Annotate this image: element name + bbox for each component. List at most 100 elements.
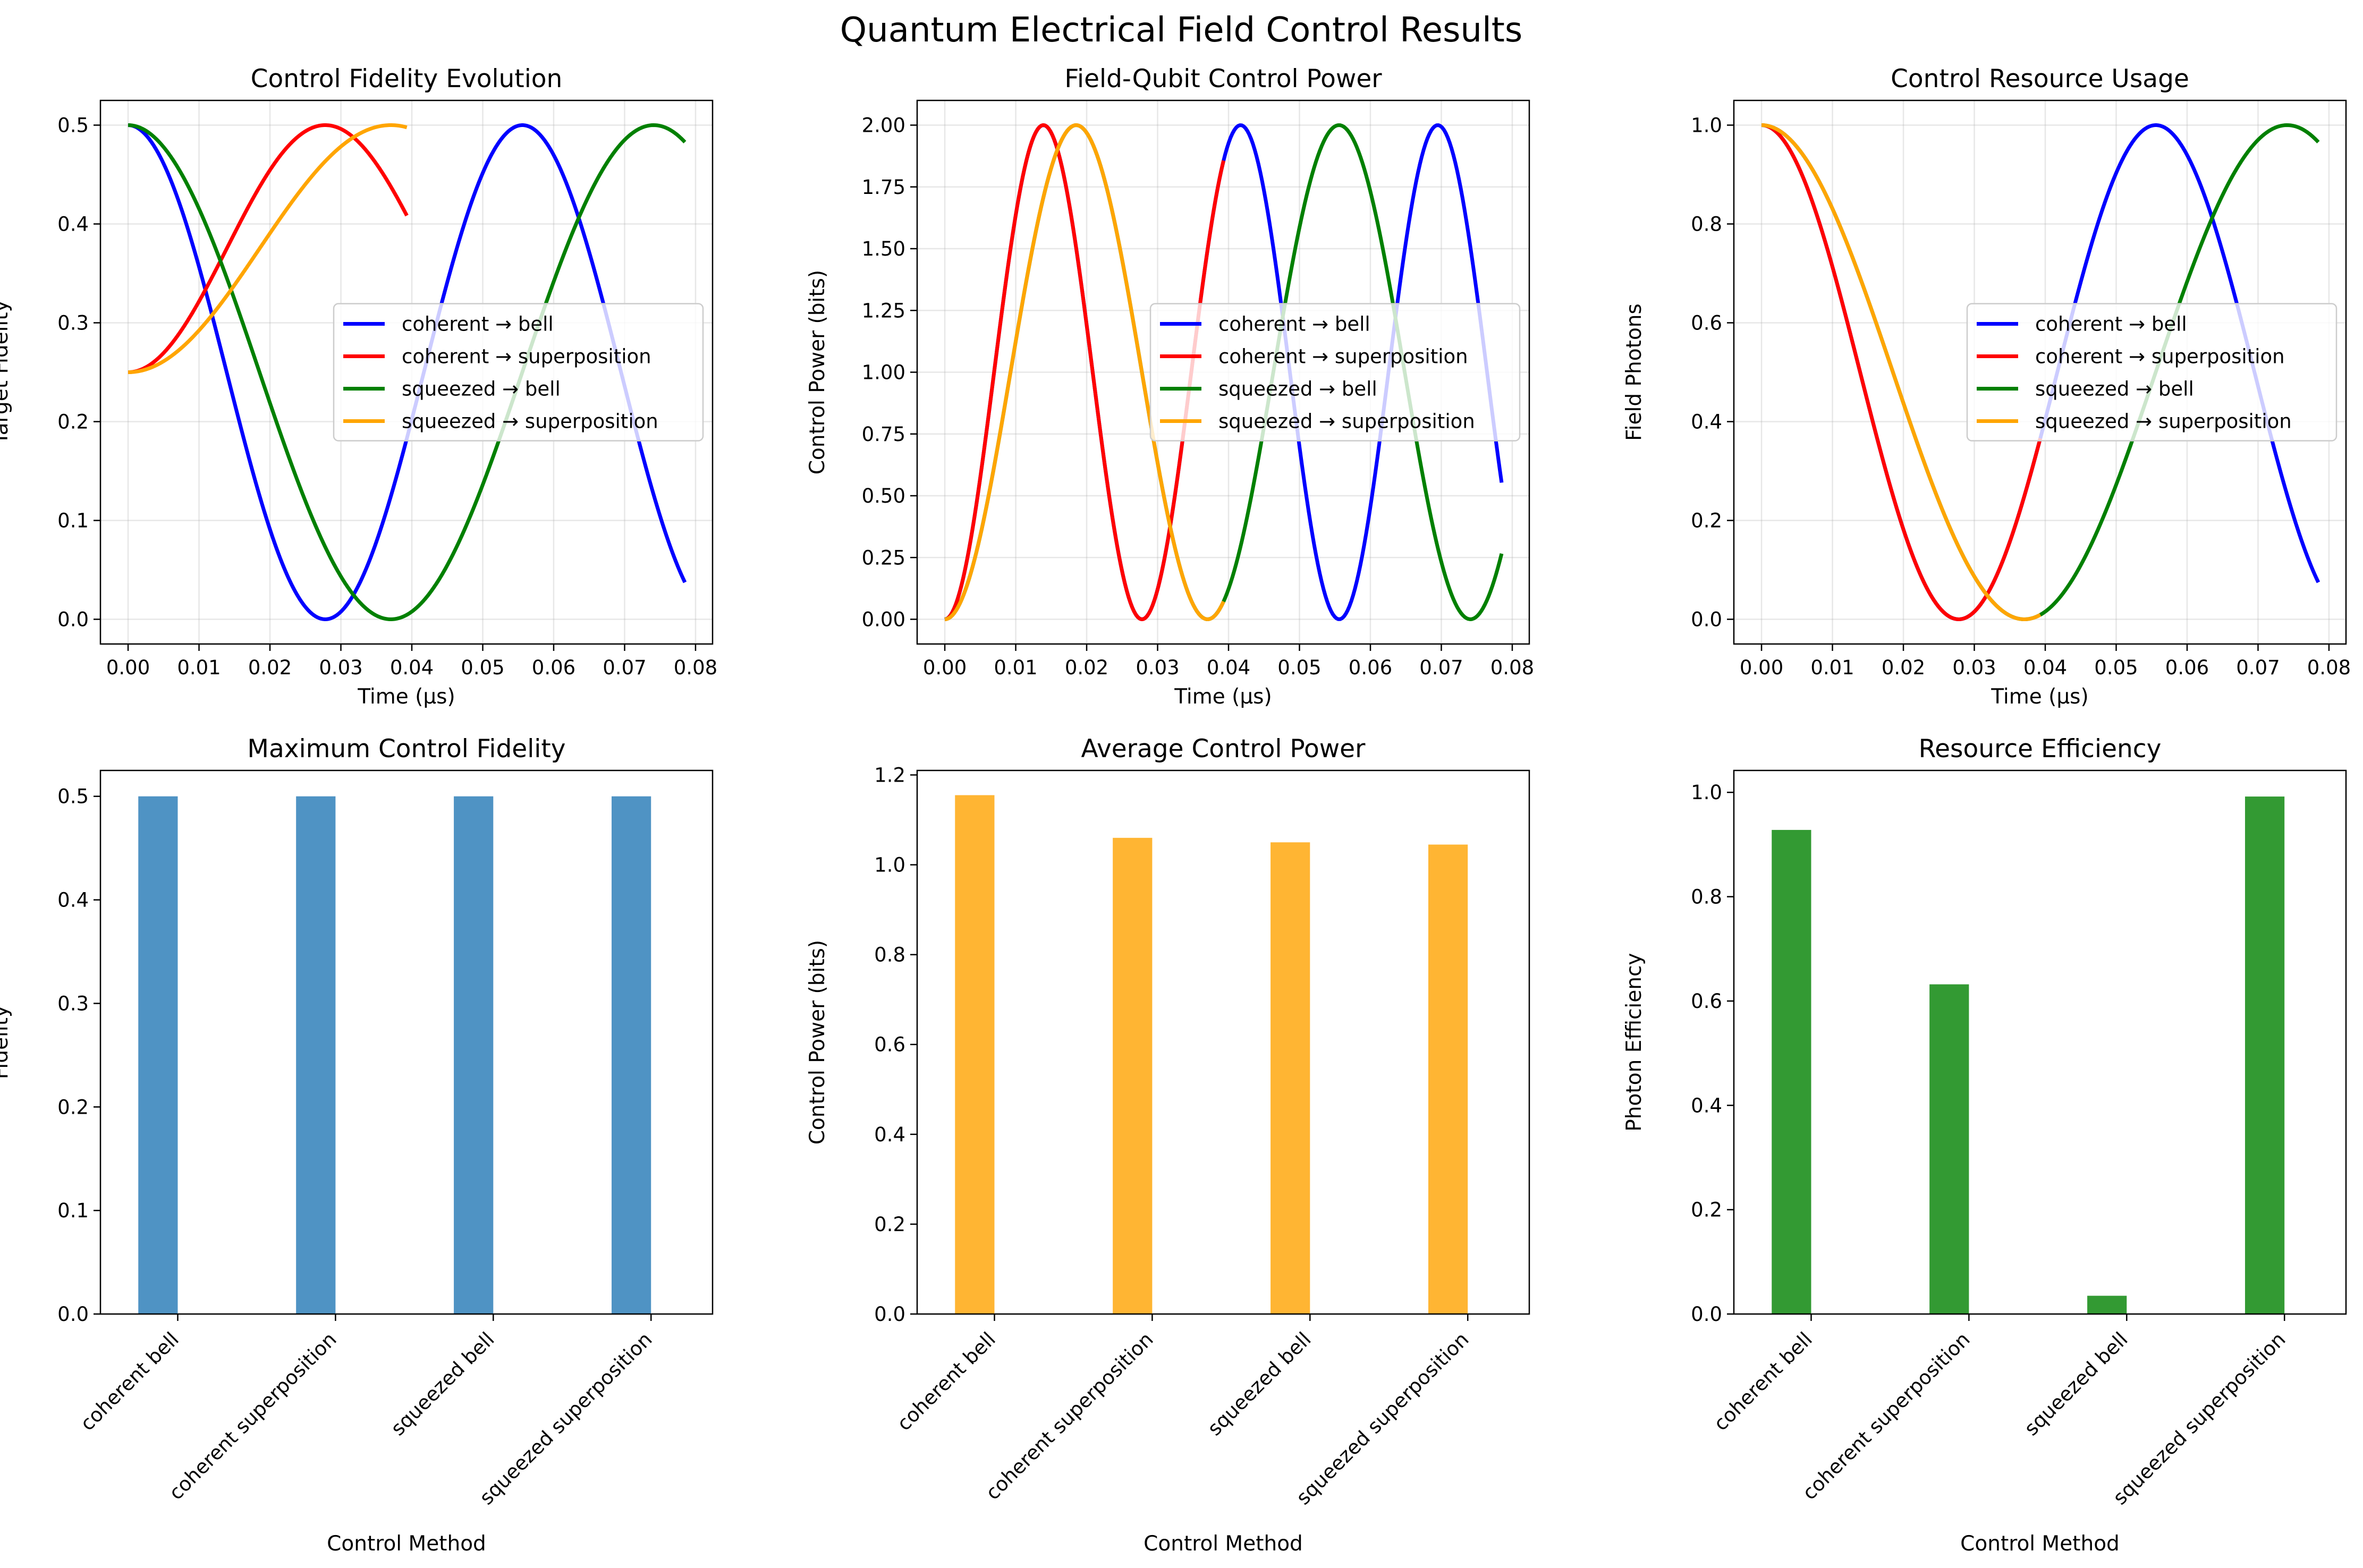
x-tick-label: 0.00 — [923, 656, 967, 679]
x-tick-label: 0.07 — [2236, 656, 2280, 679]
y-tick-label: 0.8 — [1691, 213, 1722, 236]
legend-label-4: squeezed → superposition — [402, 410, 658, 433]
series-line-4 — [127, 123, 408, 374]
x-tick-label: 0.03 — [1952, 656, 1996, 679]
y-axis-label: Control Power (bits) — [806, 270, 829, 474]
bar-4 — [2245, 796, 2285, 1314]
y-tick-label: 0.0 — [1691, 1303, 1722, 1326]
x-tick-label: 0.03 — [319, 656, 362, 679]
x-tick-label: 0.08 — [2307, 656, 2351, 679]
x-tick-label: 0.07 — [603, 656, 646, 679]
bars — [1772, 796, 2285, 1314]
y-tick-label: 1.2 — [874, 764, 905, 786]
bar-1 — [955, 795, 995, 1314]
subplot-2: 0.00 0.01 0.02 0.03 0.04 0.05 0.06 0.07 0.08 0.00… — [806, 64, 1534, 709]
y-axis-label: Fidelity — [0, 1005, 13, 1079]
y-tick-label: 1.0 — [1691, 114, 1722, 137]
y-tick-label: 1.00 — [862, 361, 905, 384]
subplot-title: Control Resource Usage — [1891, 64, 2189, 94]
bar-4 — [611, 796, 651, 1314]
series-line-2 — [1760, 123, 2043, 621]
x-tick-label: 0.06 — [532, 656, 575, 679]
axes-frame — [916, 769, 1530, 1315]
bars — [138, 796, 651, 1314]
y-tick-label: 0.00 — [862, 608, 905, 631]
x-tick-label: 0.07 — [1419, 656, 1463, 679]
legend: coherent → bell coherent → superposition s… — [1149, 303, 1521, 442]
legend-frame — [333, 303, 704, 442]
subplot-title: Field-Qubit Control Power — [1064, 64, 1382, 94]
y-tick-label: 0.5 — [57, 114, 89, 137]
y-tick-label: 0.4 — [57, 889, 89, 912]
x-axis-label: Time (μs) — [1991, 685, 2088, 709]
legend-label-3: squeezed → bell — [2035, 378, 2194, 401]
x-tick-label: 0.06 — [2165, 656, 2209, 679]
subplot-title: Control Fidelity Evolution — [251, 64, 563, 94]
y-tick-label: 0.6 — [874, 1033, 905, 1056]
y-tick-label: 0.2 — [57, 1096, 89, 1118]
y-tick-label: 1.50 — [862, 238, 905, 260]
subplot-title: Average Control Power — [1081, 734, 1366, 764]
bar-2 — [1113, 837, 1153, 1314]
y-axis-label: Control Power (bits) — [806, 940, 829, 1145]
legend-label-2: coherent → superposition — [1218, 345, 1468, 368]
x-tick-label: 0.02 — [248, 656, 292, 679]
axes-frame — [916, 99, 1530, 645]
subplot-title: Resource Efficiency — [1919, 734, 2162, 764]
legend-label-1: coherent → bell — [402, 313, 554, 336]
y-tick-label: 0.3 — [57, 312, 89, 335]
x-axis-label: Control Method — [1144, 1532, 1303, 1556]
series-line-4 — [944, 123, 1225, 621]
subplot-title: Maximum Control Fidelity — [247, 734, 565, 764]
legend-frame — [1149, 303, 1521, 442]
y-tick-label: 0.3 — [57, 992, 89, 1015]
series-line-3 — [128, 123, 687, 621]
legend-label-3: squeezed → bell — [1218, 378, 1377, 401]
x-tick-label: 0.05 — [1277, 656, 1321, 679]
axes-frame — [1733, 769, 2347, 1315]
y-tick-label: 0.4 — [1691, 411, 1722, 434]
y-tick-label: 0.4 — [874, 1123, 905, 1146]
y-tick-label: 0.0 — [57, 608, 89, 631]
bar-1 — [1772, 829, 1811, 1314]
figure-title: Quantum Electrical Field Control Results — [840, 11, 1522, 50]
y-tick-label: 1.0 — [874, 854, 905, 877]
y-axis-label: Target Fidelity — [0, 300, 13, 445]
y-tick-label: 0.2 — [57, 411, 89, 434]
legend-label-2: coherent → superposition — [402, 345, 651, 368]
x-tick-label: 0.03 — [1136, 656, 1179, 679]
y-tick-label: 0.6 — [1691, 312, 1722, 335]
x-axis-label: Time (μs) — [1174, 685, 1272, 709]
legend-label-4: squeezed → superposition — [2035, 410, 2292, 433]
axes-frame — [99, 99, 714, 645]
y-tick-label: 0.4 — [1691, 1094, 1722, 1117]
x-axis-label: Control Method — [327, 1532, 486, 1556]
y-tick-label: 0.2 — [1691, 510, 1722, 532]
bar-2 — [1929, 984, 1969, 1314]
axes-frame — [1733, 99, 2347, 645]
y-axis-label: Photon Efficiency — [1622, 953, 1646, 1131]
y-tick-label: 0.50 — [862, 485, 905, 507]
bar-3 — [454, 796, 494, 1314]
x-tick-label: 0.08 — [674, 656, 717, 679]
y-axis-label: Field Photons — [1622, 303, 1646, 441]
y-tick-label: 0.25 — [862, 546, 905, 569]
x-tick-label: 0.04 — [2023, 656, 2067, 679]
x-axis-label: Control Method — [1960, 1532, 2120, 1556]
y-tick-label: 0.0 — [874, 1303, 905, 1326]
y-tick-label: 0.8 — [874, 944, 905, 967]
x-tick-label: 0.00 — [1740, 656, 1783, 679]
x-tick-label: 0.08 — [1490, 656, 1534, 679]
y-tick-label: 0.0 — [57, 1303, 89, 1326]
x-axis-label: Time (μs) — [357, 685, 455, 709]
x-tick-label: 0.00 — [106, 656, 150, 679]
series-line-2 — [127, 123, 409, 374]
y-tick-label: 0.6 — [1691, 990, 1722, 1013]
x-tick-label: 0.01 — [177, 656, 221, 679]
y-tick-label: 0.8 — [1691, 886, 1722, 909]
y-tick-label: 0.1 — [57, 1199, 89, 1222]
legend-frame — [1966, 303, 2337, 442]
x-tick-label: 0.04 — [390, 656, 434, 679]
legend-label-3: squeezed → bell — [402, 378, 561, 401]
